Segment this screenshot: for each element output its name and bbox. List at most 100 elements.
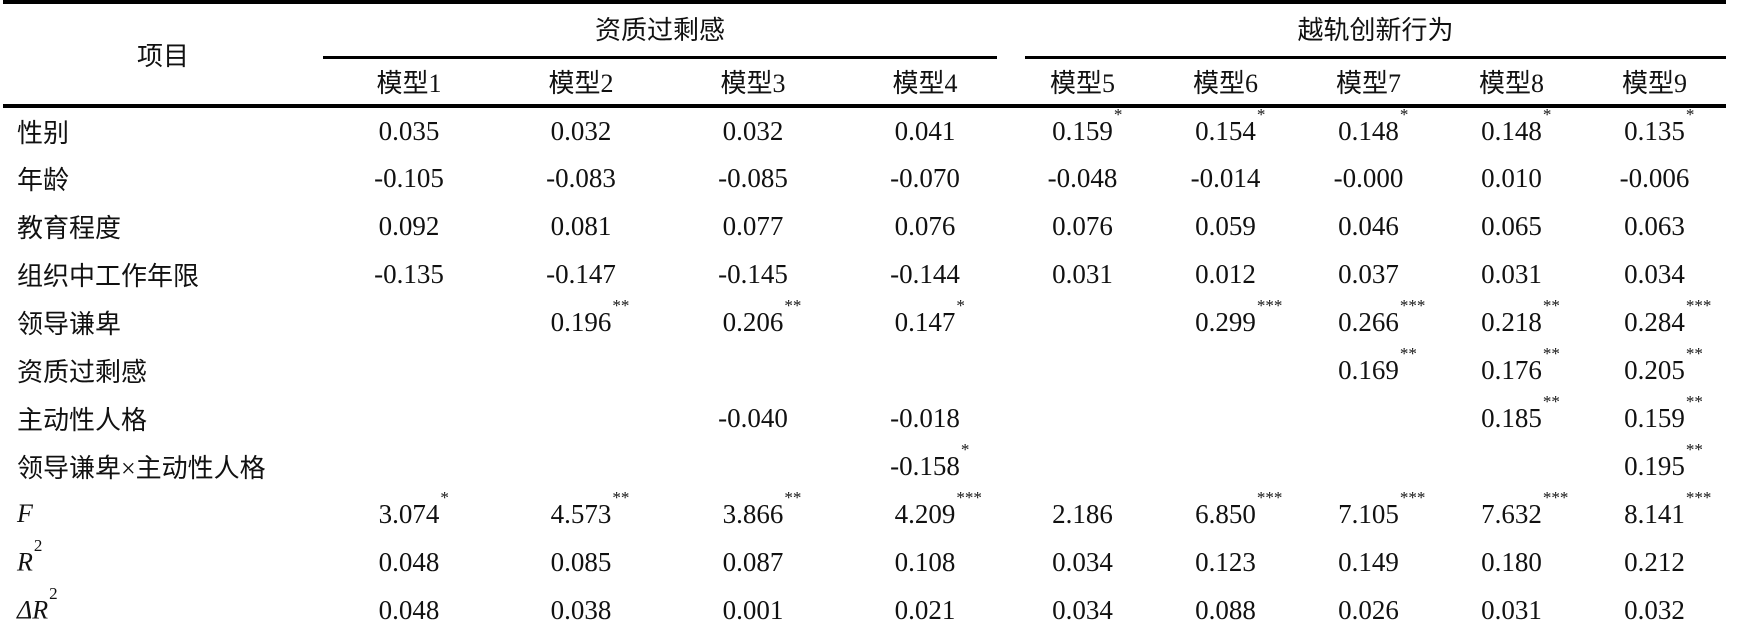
cell-model-4: -0.018 — [890, 402, 960, 433]
cell-model-5: 0.031 — [1052, 258, 1113, 289]
table-row: 领导谦卑×主动性人格 -0.158* 0.195** — [3, 440, 1726, 490]
row-label: F — [17, 499, 33, 528]
cell-model-3: 0.206** — [722, 296, 802, 337]
cell-model-5: 0.034 — [1052, 594, 1113, 625]
cell-model-6: -0.014 — [1190, 162, 1261, 193]
cell-model-8: 0.065 — [1481, 210, 1542, 241]
table-row: R2 0.048 0.085 0.087 0.108 0.034 0.123 0.149 0.1… — [3, 536, 1726, 586]
cell-model-2 — [495, 442, 667, 490]
table-row: 年龄 -0.105 -0.083 -0.085 -0.070 -0.048 -0.014 -0… — [3, 154, 1726, 202]
cell-model-3: -0.040 — [718, 402, 788, 433]
cell-model-8: 0.218** — [1481, 296, 1560, 337]
row-label: ΔR2 — [17, 584, 58, 625]
cell-model-8: 0.185** — [1481, 392, 1560, 433]
cell-model-1: 3.074* — [378, 488, 449, 529]
cell-model-3: 0.032 — [722, 115, 784, 146]
cell-model-5: 0.076 — [1052, 210, 1113, 241]
cell-model-9: 0.195** — [1624, 440, 1703, 481]
group-header-overqualification-label: 资质过剩感 — [323, 10, 998, 59]
table-row: 主动性人格 -0.040 -0.018 0.185** 0.159** — [3, 392, 1726, 442]
cell-model-4: -0.070 — [890, 162, 960, 193]
cell-model-8 — [1440, 442, 1583, 490]
cell-model-3: 0.001 — [722, 594, 784, 625]
cell-model-5 — [1011, 394, 1154, 442]
row-label: 领导谦卑 — [17, 309, 122, 339]
cell-model-7: -0.000 — [1333, 162, 1404, 193]
cell-model-5: -0.048 — [1047, 162, 1118, 193]
cell-model-4 — [839, 346, 1011, 394]
cell-model-6: 0.123 — [1195, 546, 1256, 577]
table-row: 性别 0.035 0.032 0.032 0.041 0.159* 0.154* 0.148*… — [3, 105, 1726, 154]
cell-model-1: -0.105 — [374, 162, 444, 193]
cell-model-7: 0.169** — [1338, 344, 1417, 385]
cell-model-3: 3.866** — [722, 488, 802, 529]
row-label: 年龄 — [17, 165, 70, 195]
model-header-2: 模型2 — [495, 59, 667, 108]
model-header-6: 模型6 — [1154, 59, 1298, 108]
regression-table-container: 项目 资质过剩感 越轨创新行为 模型1 模型2 模型3 模型4 模型5 模型6 … — [3, 0, 1728, 634]
cell-model-8: 0.031 — [1481, 258, 1542, 289]
cell-model-5 — [1011, 442, 1154, 490]
table-row: 组织中工作年限 -0.135 -0.147 -0.145 -0.144 0.031 0.01… — [3, 250, 1726, 298]
cell-model-1 — [323, 442, 495, 490]
cell-model-6 — [1154, 394, 1297, 442]
cell-model-8: 7.632*** — [1481, 488, 1569, 529]
cell-model-3: 0.077 — [722, 210, 784, 241]
cell-model-7: 0.046 — [1338, 210, 1399, 241]
cell-model-9: 0.063 — [1624, 210, 1685, 241]
cell-model-7: 0.148* — [1338, 105, 1409, 146]
cell-model-6 — [1154, 346, 1297, 394]
cell-model-3: -0.085 — [718, 162, 788, 193]
cell-model-2: 0.085 — [550, 546, 612, 577]
table-row: 领导谦卑 0.196** 0.206** 0.147* 0.299*** 0.266***… — [3, 296, 1726, 346]
model-header-4: 模型4 — [839, 59, 1012, 108]
cell-model-1 — [323, 394, 495, 442]
cell-model-5 — [1011, 298, 1154, 346]
cell-model-8: 0.031 — [1481, 594, 1542, 625]
cell-model-1: -0.135 — [374, 258, 444, 289]
cell-model-8: 0.176** — [1481, 344, 1560, 385]
cell-model-3: -0.145 — [718, 258, 788, 289]
cell-model-6: 0.059 — [1195, 210, 1256, 241]
cell-model-5: 0.159* — [1052, 105, 1123, 146]
cell-model-9: 0.159** — [1624, 392, 1703, 433]
cell-model-2 — [495, 346, 667, 394]
cell-model-5: 0.034 — [1052, 546, 1113, 577]
model-header-1: 模型1 — [323, 59, 495, 108]
table-header: 项目 资质过剩感 越轨创新行为 模型1 模型2 模型3 模型4 模型5 模型6 … — [3, 2, 1727, 108]
table-row: ΔR2 0.048 0.038 0.001 0.021 0.034 0.088 0.026 0.… — [3, 584, 1726, 634]
table-row: 教育程度 0.092 0.081 0.077 0.076 0.076 0.059 0.046 0… — [3, 202, 1726, 250]
cell-model-9: -0.006 — [1619, 162, 1690, 193]
group-header-deviant-innovation: 越轨创新行为 — [1011, 2, 1727, 59]
model-header-3: 模型3 — [667, 59, 839, 108]
cell-model-1: 0.048 — [378, 546, 440, 577]
cell-model-4: -0.158* — [890, 440, 970, 481]
regression-table: 项目 资质过剩感 越轨创新行为 模型1 模型2 模型3 模型4 模型5 模型6 … — [3, 0, 1727, 634]
cell-model-7: 0.266*** — [1338, 296, 1426, 337]
cell-model-2: 0.196** — [550, 296, 630, 337]
cell-model-4: 0.076 — [894, 210, 956, 241]
cell-model-7 — [1297, 394, 1440, 442]
cell-model-2: 0.081 — [550, 210, 612, 241]
cell-model-1: 0.035 — [378, 115, 440, 146]
model-header-5: 模型5 — [1011, 59, 1155, 108]
cell-model-5: 2.186 — [1052, 498, 1113, 529]
cell-model-7: 0.026 — [1338, 594, 1399, 625]
row-label: 组织中工作年限 — [17, 261, 200, 291]
cell-model-1 — [323, 298, 495, 346]
cell-model-7: 0.149 — [1338, 546, 1399, 577]
cell-model-7: 7.105*** — [1338, 488, 1426, 529]
cell-model-4: 0.108 — [894, 546, 956, 577]
cell-model-8: 0.180 — [1481, 546, 1542, 577]
cell-model-1: 0.048 — [378, 594, 440, 625]
table-row: F 3.074* 4.573** 3.866** 4.209*** 2.186 6.850*… — [3, 488, 1726, 538]
cell-model-9: 0.205** — [1624, 344, 1703, 385]
table-body: 性别 0.035 0.032 0.032 0.041 0.159* 0.154* 0.148*… — [3, 105, 1726, 634]
cell-model-8: 0.010 — [1481, 162, 1542, 193]
cell-model-2: 0.032 — [550, 115, 612, 146]
item-column-header: 项目 — [3, 2, 323, 108]
cell-model-6: 0.012 — [1195, 258, 1256, 289]
cell-model-9: 0.034 — [1624, 258, 1685, 289]
cell-model-4: 4.209*** — [894, 488, 982, 529]
cell-model-3 — [667, 442, 839, 490]
